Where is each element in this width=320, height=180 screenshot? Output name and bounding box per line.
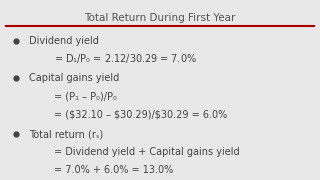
Text: Capital gains yield: Capital gains yield [29,73,119,83]
Text: Total return (rₛ): Total return (rₛ) [29,129,103,139]
Text: = (P₁ – P₀)/P₀: = (P₁ – P₀)/P₀ [54,91,117,101]
Text: Total Return During First Year: Total Return During First Year [84,13,236,23]
Text: = D₁/P₀ = $2.12/$30.29 = 7.0%: = D₁/P₀ = $2.12/$30.29 = 7.0% [54,52,197,65]
Text: = ($32.10 – $30.29)/$30.29 = 6.0%: = ($32.10 – $30.29)/$30.29 = 6.0% [54,109,228,119]
Text: = 7.0% + 6.0% = 13.0%: = 7.0% + 6.0% = 13.0% [54,165,174,175]
Text: = Dividend yield + Capital gains yield: = Dividend yield + Capital gains yield [54,147,240,157]
Text: Dividend yield: Dividend yield [29,35,99,46]
